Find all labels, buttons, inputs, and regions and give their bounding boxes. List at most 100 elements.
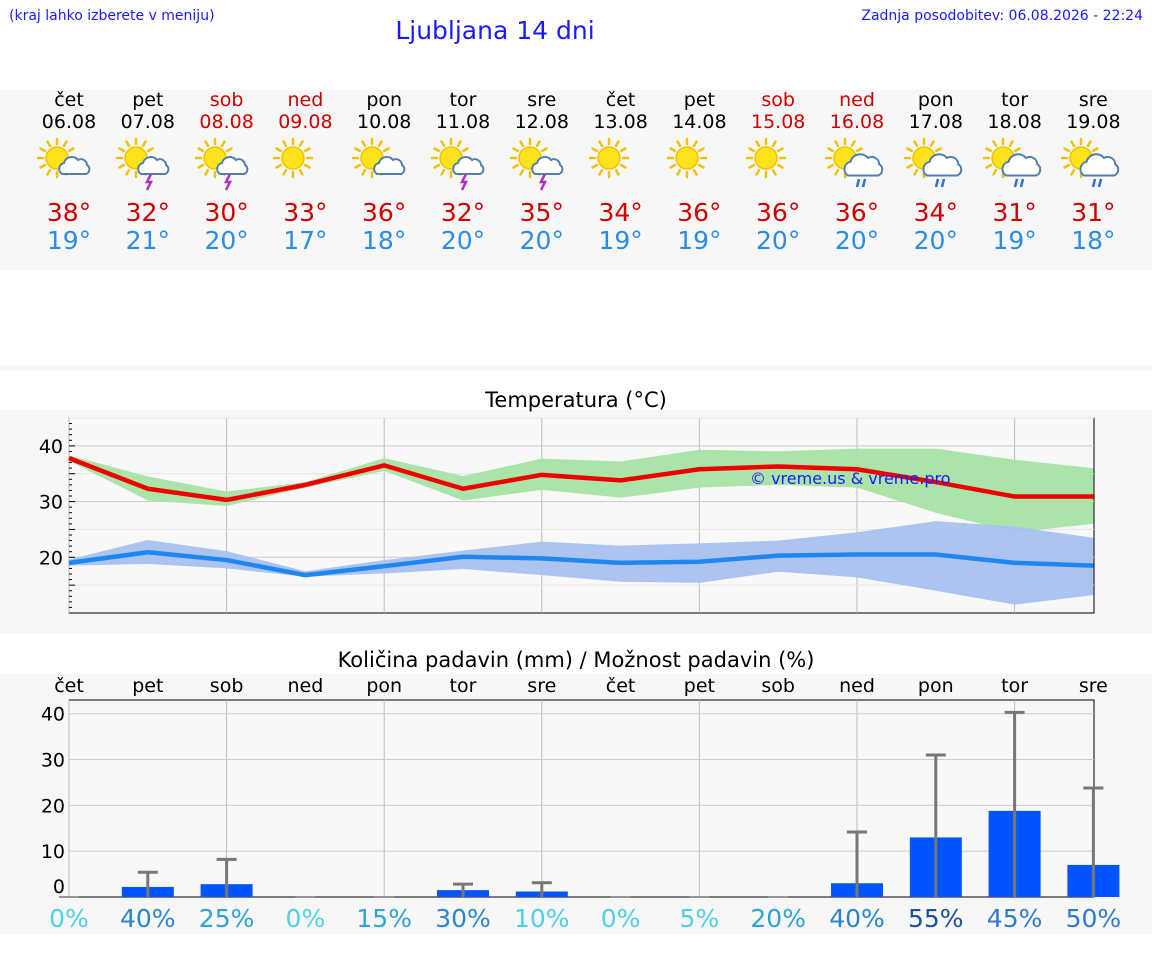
precip-probability: 40% (120, 904, 176, 933)
max-temperature: 38° (46, 198, 92, 227)
day-name: sre (527, 89, 557, 111)
weather-icon (504, 134, 582, 192)
max-temperature: 35° (519, 198, 564, 227)
max-temperature: 33° (283, 198, 328, 227)
sun-cloud-icon (351, 137, 406, 179)
precip-day-label: tor (1001, 675, 1029, 697)
sun-storm-icon (509, 137, 564, 191)
precip-probability: 45% (986, 904, 1043, 933)
day-date: 17.08 (908, 111, 963, 133)
min-temperature: 17° (283, 226, 328, 255)
day-name: sre (1078, 89, 1108, 111)
weather-icon (740, 134, 818, 192)
max-temperature: 34° (598, 198, 643, 227)
sun-storm-icon (430, 137, 485, 191)
precip-day-label: čet (54, 675, 84, 697)
page-title: Ljubljana 14 dni (395, 16, 595, 45)
max-temperature: 34° (913, 198, 958, 227)
weather-icon (267, 134, 345, 192)
weather-icon (819, 134, 897, 192)
sun-rain-icon (824, 137, 884, 188)
weather-icon (110, 134, 188, 192)
day-name: ned (839, 89, 875, 111)
weather-icon (1055, 134, 1133, 192)
precip-probability: 15% (356, 904, 412, 933)
max-temp-line (68, 456, 1094, 503)
precip-day-label: sre (1078, 675, 1108, 697)
day-name: sob (209, 89, 244, 111)
day-date: 09.08 (278, 111, 333, 133)
precip-day-label: sob (761, 675, 795, 697)
day-date: 15.08 (750, 111, 806, 133)
location-hint: (kraj lahko izberete v meniju) (9, 8, 215, 24)
day-date: 10.08 (356, 111, 412, 133)
day-date: 16.08 (829, 111, 885, 133)
precip-probability: 20% (750, 904, 806, 933)
precip-probability: 5% (679, 904, 720, 933)
min-temperature: 21° (125, 226, 170, 255)
max-temperature: 31° (1071, 198, 1116, 227)
section-divider (0, 365, 1152, 371)
day-name: pon (917, 89, 954, 111)
sun-storm-icon (115, 137, 170, 191)
day-name: čet (54, 89, 84, 111)
y-tick-label: 40 (39, 436, 63, 458)
precip-probability: 10% (514, 904, 570, 933)
day-date: 19.08 (1066, 111, 1121, 133)
min-temp-line (68, 550, 1094, 578)
watermark: © vreme.us & vreme.pro (750, 469, 951, 488)
day-date: 13.08 (593, 111, 648, 133)
min-temperature: 20° (519, 226, 564, 255)
sun-icon (667, 137, 708, 179)
temperature-chart-title: Temperatura (°C) (485, 388, 667, 412)
min-temperature: 19° (46, 226, 92, 255)
weather-icon (31, 134, 109, 192)
precip-probability: 30% (435, 904, 491, 933)
y-tick-label: 30 (41, 750, 65, 772)
y-tick-label: 20 (41, 795, 65, 817)
min-temperature: 20° (834, 226, 880, 255)
precip-probability: 0% (285, 904, 326, 933)
day-name: pet (683, 89, 715, 111)
day-name: čet (605, 89, 636, 111)
min-temperature: 20° (756, 226, 801, 255)
day-date: 14.08 (672, 111, 727, 133)
min-temperature: 20° (204, 226, 249, 255)
day-date: 12.08 (514, 111, 569, 133)
min-temperature: 18° (1071, 226, 1116, 255)
min-temperature: 19° (677, 226, 722, 255)
sun-icon (745, 137, 787, 179)
max-temperature: 36° (834, 198, 880, 227)
y-tick-label: 40 (41, 704, 65, 726)
day-name: pet (132, 89, 164, 111)
sun-storm-icon (194, 137, 248, 191)
precipitation-chart-title: Količina padavin (mm) / Možnost padavin … (337, 648, 815, 672)
last-updated: Zadnja posodobitev: 06.08.2026 - 22:24 (861, 8, 1143, 24)
y-tick-label: 0 (53, 876, 65, 898)
day-name: sob (761, 89, 795, 111)
precip-day-label: pet (132, 675, 164, 697)
precip-day-label: pon (366, 675, 403, 697)
day-name: tor (1001, 89, 1029, 111)
sun-cloud-icon (36, 137, 91, 179)
precip-day-label: ned (839, 675, 875, 697)
min-temperature: 19° (992, 226, 1037, 255)
precip-day-label: pon (917, 675, 954, 697)
max-temperature: 36° (362, 198, 407, 227)
precip-day-label: pet (683, 675, 715, 697)
precip-probability: 50% (1065, 904, 1122, 933)
max-temperature: 30° (204, 198, 249, 227)
precip-day-label: čet (605, 675, 636, 697)
min-temperature: 18° (362, 226, 407, 255)
day-date: 11.08 (435, 111, 491, 133)
max-temperature: 36° (677, 198, 722, 227)
min-temperature: 20° (913, 226, 958, 255)
precip-probability: 0% (49, 904, 89, 933)
precip-probability: 25% (198, 904, 255, 933)
precip-day-label: tor (449, 675, 477, 697)
day-name: tor (449, 89, 477, 111)
min-temperature: 20° (440, 226, 486, 255)
precip-probability: 0% (600, 904, 641, 933)
